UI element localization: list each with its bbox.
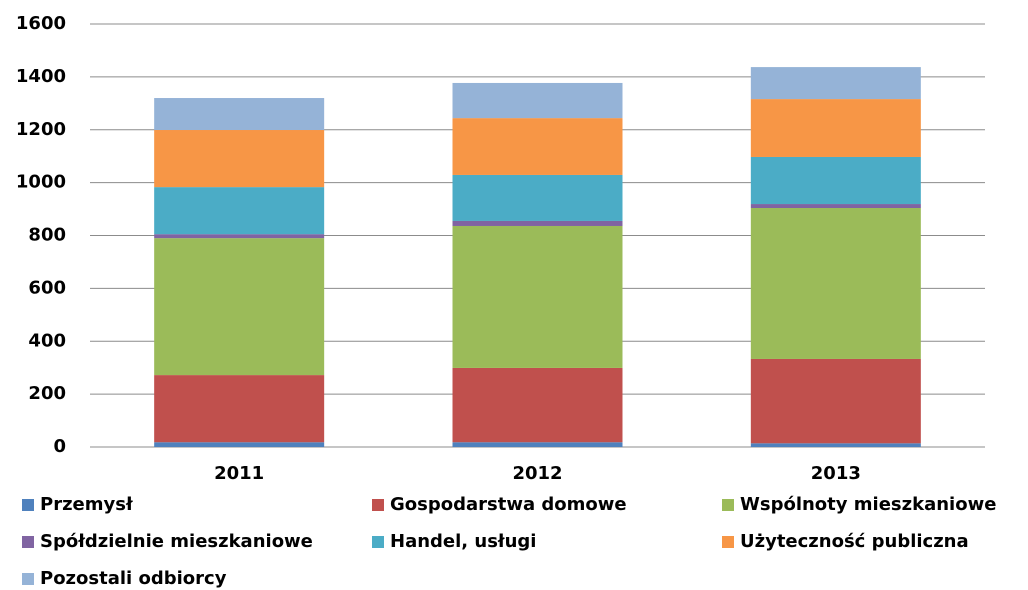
bar-segment (452, 118, 623, 175)
legend-label: Użyteczność publiczna (740, 531, 969, 552)
bar-segment (154, 375, 325, 443)
bar-segment (154, 442, 325, 447)
bar-segment (154, 238, 325, 376)
legend-swatch (22, 499, 34, 511)
bar-segment (452, 442, 623, 447)
legend-label: Pozostali odbiorcy (40, 568, 227, 589)
bar-segment (452, 220, 623, 226)
bar-segment (750, 156, 921, 205)
legend-label: Gospodarstwa domowe (390, 494, 627, 515)
legend-swatch (22, 536, 34, 548)
bar-segment (750, 208, 921, 359)
bar-segment (154, 130, 325, 188)
bar-segment (452, 367, 623, 443)
bar-segment (750, 204, 921, 209)
legend-swatch (372, 499, 384, 511)
y-tick-label: 800 (28, 225, 66, 246)
y-tick-label: 0 (53, 436, 66, 457)
x-tick-label: 2012 (512, 463, 562, 484)
x-tick-label: 2013 (811, 463, 861, 484)
legend-swatch (722, 536, 734, 548)
legend-label: Przemysł (40, 494, 134, 515)
bar-segment (750, 443, 921, 447)
bar-segment (750, 67, 921, 100)
y-tick-label: 200 (28, 383, 66, 404)
y-tick-label: 1200 (16, 119, 66, 140)
y-tick-label: 1600 (16, 13, 66, 34)
y-tick-label: 600 (28, 277, 66, 298)
legend-swatch (722, 499, 734, 511)
bar-segment (154, 187, 325, 235)
y-tick-label: 1000 (16, 172, 66, 193)
bar-segment (750, 99, 921, 157)
bar-segment (750, 358, 921, 444)
y-tick-label: 1400 (16, 66, 66, 87)
x-tick-label: 2011 (214, 463, 264, 484)
bar-segment (154, 98, 325, 131)
bar-segment (452, 82, 623, 119)
bar-segment (154, 234, 325, 239)
legend-label: Handel, usługi (390, 531, 536, 552)
bar-segment (452, 174, 623, 221)
y-tick-label: 400 (28, 330, 66, 351)
legend-swatch (22, 573, 34, 585)
legend-swatch (372, 536, 384, 548)
bar-segment (452, 225, 623, 368)
legend-label: Wspólnoty mieszkaniowe (740, 494, 996, 515)
legend-label: Spółdzielnie mieszkaniowe (40, 531, 313, 552)
